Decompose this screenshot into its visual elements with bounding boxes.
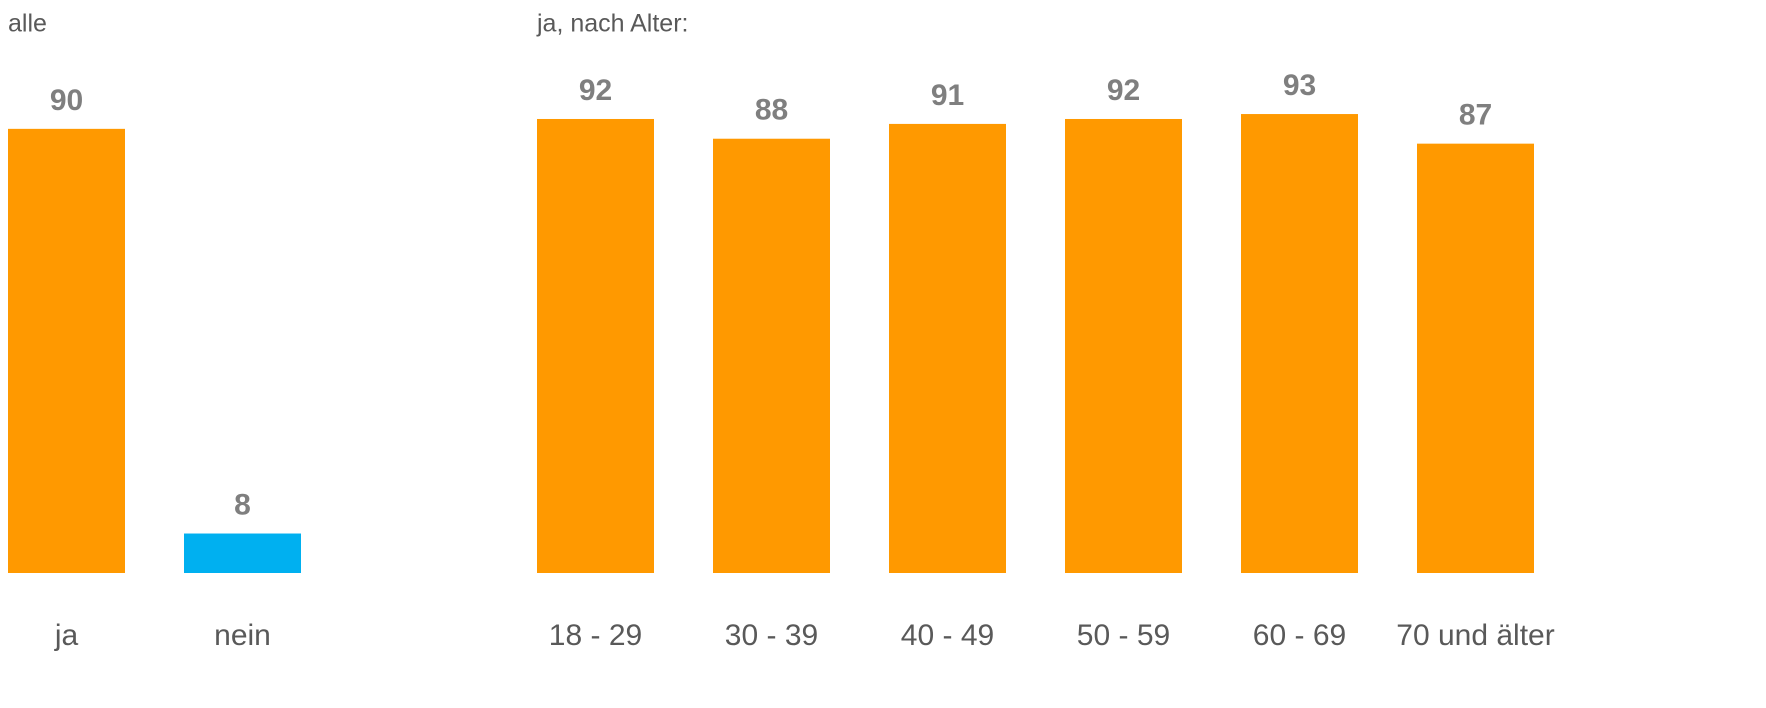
chart-title: ja, nach Alter: [536,10,688,38]
value-label: 92 [1107,74,1140,107]
bar [1241,114,1358,574]
category-label: nein [214,619,271,652]
value-label: 93 [1283,69,1316,102]
category-label: 50 - 59 [1077,619,1170,652]
bar [184,533,301,573]
bar [537,118,654,573]
chart-title: alle [8,10,47,38]
value-label: 87 [1459,99,1492,132]
value-label: 92 [579,74,612,107]
value-label: 88 [755,94,788,127]
category-label: 60 - 69 [1253,619,1346,652]
category-label: ja [54,619,79,652]
category-label: 18 - 29 [549,619,642,652]
category-label: 70 und älter [1396,619,1554,652]
category-label: 40 - 49 [901,619,994,652]
bar [889,123,1006,573]
category-label: 30 - 39 [725,619,818,652]
value-label: 8 [234,488,251,521]
bar [1065,118,1182,573]
bar [713,138,830,573]
bar [8,128,125,573]
value-label: 90 [50,84,83,117]
value-label: 91 [931,79,964,112]
bar [1417,143,1534,573]
